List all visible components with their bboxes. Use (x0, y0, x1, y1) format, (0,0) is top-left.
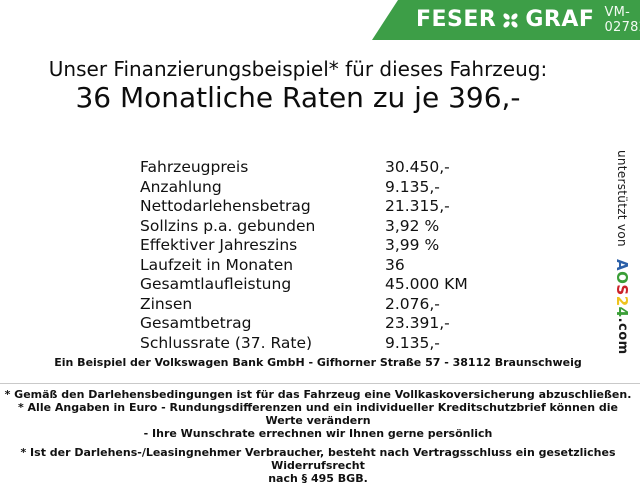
row-label: Laufzeit in Monaten (140, 255, 294, 274)
brand-logo: FESER GRAF (416, 9, 594, 31)
footnote-line: * Gemäß den Darlehensbedingungen ist für… (4, 388, 632, 401)
table-row: Anzahlung 9.135,- (140, 178, 500, 198)
row-label: Gesamtbetrag (140, 314, 252, 332)
row-label: Zinsen (140, 294, 193, 313)
table-row: Sollzins p.a. gebunden 3,92 % (140, 217, 500, 237)
table-row: Effektiver Jahreszins 3,99 % (140, 236, 500, 256)
footnote-line: * Alle Angaben in Euro - Rundungsdiffere… (17, 401, 619, 427)
table-row: Gesamtlaufleistung 45.000 KM (140, 275, 500, 295)
bank-example-line: Ein Beispiel der Volkswagen Bank GmbH - … (54, 356, 582, 369)
table-row: Gesamtbetrag 23.391,- (140, 314, 500, 334)
title-rate-line: 36 Monatliche Raten zu je 396,- (75, 81, 521, 114)
row-value: 3,92 % (385, 216, 440, 235)
aos24-letter: 4 (613, 306, 631, 318)
row-label: Fahrzeugpreis (140, 158, 249, 176)
supported-by-strip: unterstützt von AOS24.com (613, 150, 631, 370)
footnote-line: - Ihre Wunschrate errechnen wir Ihnen ge… (143, 427, 493, 440)
aos24-letter: A (613, 258, 631, 271)
footnote-line: nach § 495 BGB. (268, 472, 368, 485)
row-label: Gesamtlaufleistung (140, 275, 292, 293)
brand-feser-label: FESER (416, 7, 497, 32)
row-value: 2.076,- (385, 294, 440, 313)
row-value: 45.000 KM (385, 275, 468, 293)
aos24-letter: S (613, 284, 631, 296)
row-value: 23.391,- (385, 314, 450, 332)
table-row: Nettodarlehensbetrag 21.315,- (140, 197, 500, 217)
row-value: 9.135,- (385, 177, 440, 196)
vehicle-id-badge: VM-027823 (604, 5, 640, 35)
financing-table: Fahrzeugpreis 30.450,- Anzahlung 9.135,-… (140, 158, 500, 353)
row-value: 30.450,- (385, 158, 450, 176)
divider-line (0, 383, 640, 384)
row-value: 36 (385, 255, 405, 274)
table-row: Zinsen 2.076,- (140, 295, 500, 315)
clover-icon (503, 12, 518, 28)
brand-graf-label: GRAF (525, 7, 595, 32)
table-row: Fahrzeugpreis 30.450,- (140, 158, 500, 178)
row-label: Schlussrate (37. Rate) (140, 333, 313, 352)
row-label: Sollzins p.a. gebunden (140, 216, 316, 235)
brand-banner: FESER GRAF VM-027823 (372, 0, 640, 40)
table-row: Laufzeit in Monaten 36 (140, 256, 500, 276)
aos24-logo: AOS24.com (613, 259, 631, 355)
footnotes: * Gemäß den Darlehensbedingungen ist für… (0, 388, 636, 485)
aos24-letter: O (613, 270, 631, 285)
footnote-line: * Ist der Darlehens-/Leasingnehmer Verbr… (20, 446, 616, 472)
aos24-suffix: .com (615, 317, 630, 355)
row-label: Effektiver Jahreszins (140, 236, 298, 254)
supported-by-label: unterstützt von (615, 150, 629, 247)
table-row: Schlussrate (37. Rate) 9.135,- (140, 334, 500, 354)
aos24-letter: 2 (613, 295, 631, 307)
row-label: Nettodarlehensbetrag (140, 197, 311, 215)
row-label: Anzahlung (140, 177, 222, 196)
page-title: Unser Finanzierungsbeispiel* für dieses … (0, 57, 596, 114)
row-value: 21.315,- (385, 197, 450, 215)
title-subline: Unser Finanzierungsbeispiel* für dieses … (48, 57, 548, 81)
row-value: 3,99 % (385, 236, 440, 254)
row-value: 9.135,- (385, 333, 440, 352)
